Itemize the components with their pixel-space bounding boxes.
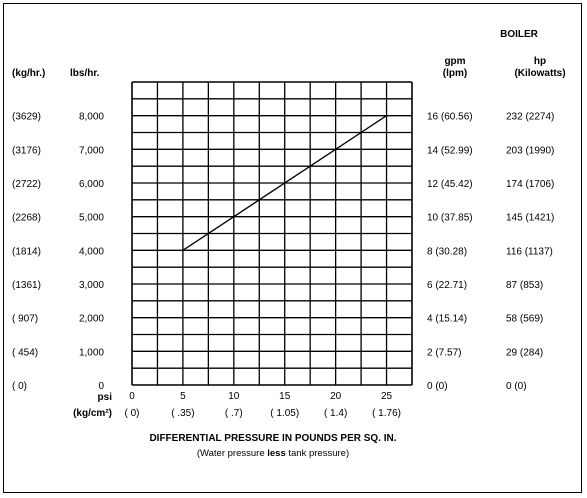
y-right-gpm-tick-label: 0 (0) [427, 381, 448, 392]
y-left-alt-header: (kg/hr.) [12, 68, 45, 79]
y-right-hp-tick-label: 0 (0) [506, 381, 527, 392]
y-left-alt-tick-label: (1814) [12, 246, 41, 257]
y-right-hp-tick-label: 174 (1706) [506, 179, 554, 190]
x-tick-label: 25 [381, 391, 393, 402]
y-right-hp-tick-label: 87 (853) [506, 280, 543, 291]
x-unit-label: psi [98, 392, 113, 403]
x-axis-subtitle-part3: tank pressure) [286, 448, 349, 459]
y-right-hp-header: hp [534, 56, 546, 67]
y-left-alt-tick-label: (1361) [12, 280, 41, 291]
y-right-hp-header-sub: (Kilowatts) [514, 68, 565, 79]
y-right-hp-tick-label: 29 (284) [506, 347, 543, 358]
chart-frame [3, 3, 582, 493]
x-alt-tick-label: ( .35) [171, 408, 194, 419]
x-axis-title: DIFFERENTIAL PRESSURE IN POUNDS PER SQ. … [149, 433, 396, 444]
y-left-alt-tick-label: ( 0) [12, 381, 27, 392]
x-alt-unit-label: (kg/cm²) [73, 408, 112, 419]
x-alt-tick-label: ( .7) [225, 408, 243, 419]
y-left-alt-tick-label: (3176) [12, 145, 41, 156]
y-left-alt-tick-label: ( 907) [12, 314, 38, 325]
x-tick-label: 20 [330, 391, 342, 402]
y-right-gpm-tick-label: 16 (60.56) [427, 112, 473, 123]
x-tick-label: 10 [228, 391, 240, 402]
y-right-gpm-tick-label: 4 (15.14) [427, 314, 467, 325]
y-right-hp-tick-label: 145 (1421) [506, 213, 554, 224]
y-right-hp-tick-label: 58 (569) [506, 314, 543, 325]
y-left-tick-label: 7,000 [79, 145, 104, 156]
y-left-alt-tick-label: ( 454) [12, 347, 38, 358]
y-right-hp-tick-label: 203 (1990) [506, 145, 554, 156]
y-right-gpm-tick-label: 8 (30.28) [427, 246, 467, 257]
y-tick-labels: ( 0) 0 0 (0) 0 (0) ( 454) 1,000 2 (7.57) 29 (28… [12, 112, 554, 392]
y-left-tick-label: 1,000 [79, 347, 104, 358]
y-right-gpm-tick-label: 2 (7.57) [427, 347, 461, 358]
y-right-gpm-header-sub: (lpm) [443, 68, 467, 79]
y-left-tick-label: 4,000 [79, 246, 104, 257]
y-left-alt-tick-label: (2722) [12, 179, 41, 190]
y-right-hp-tick-label: 116 (1137) [506, 246, 553, 257]
y-right-hp-tick-label: 232 (2274) [506, 112, 554, 123]
x-alt-tick-label: ( 1.4) [324, 408, 347, 419]
chart-title: BOILER [500, 29, 539, 40]
y-right-gpm-tick-label: 14 (52.99) [427, 145, 473, 156]
x-axis-subtitle-emphasis: less [267, 448, 286, 459]
chart-series [182, 115, 387, 251]
x-tick-label: 15 [279, 391, 291, 402]
x-alt-tick-label: ( 0) [125, 408, 140, 419]
y-right-gpm-tick-label: 12 (45.42) [427, 179, 473, 190]
chart-grid [131, 81, 413, 386]
x-axis-subtitle: (Water pressure less tank pressure) [197, 448, 349, 459]
y-left-tick-label: 8,000 [79, 112, 104, 123]
x-axis-subtitle-part1: (Water pressure [197, 448, 267, 459]
x-tick-labels: 0 ( 0) 5 ( .35) 10 ( .7) 15 ( 1.05) 20 ( 1.4) 25 ( … [125, 391, 401, 419]
y-left-tick-label: 2,000 [79, 314, 104, 325]
series-line [182, 115, 387, 251]
y-left-tick-label: 5,000 [79, 213, 104, 224]
y-left-header: lbs/hr. [70, 68, 100, 79]
x-alt-tick-label: ( 1.76) [372, 408, 401, 419]
x-tick-label: 0 [129, 391, 135, 402]
y-left-tick-label: 6,000 [79, 179, 104, 190]
x-alt-tick-label: ( 1.05) [270, 408, 299, 419]
y-right-gpm-tick-label: 6 (22.71) [427, 280, 467, 291]
y-right-gpm-tick-label: 10 (37.85) [427, 213, 473, 224]
y-left-alt-tick-label: (3629) [12, 112, 41, 123]
y-right-gpm-header: gpm [444, 56, 465, 67]
x-tick-label: 5 [180, 391, 186, 402]
y-left-alt-tick-label: (2268) [12, 213, 41, 224]
y-left-tick-label: 0 [98, 381, 104, 392]
y-left-tick-label: 3,000 [79, 280, 104, 291]
